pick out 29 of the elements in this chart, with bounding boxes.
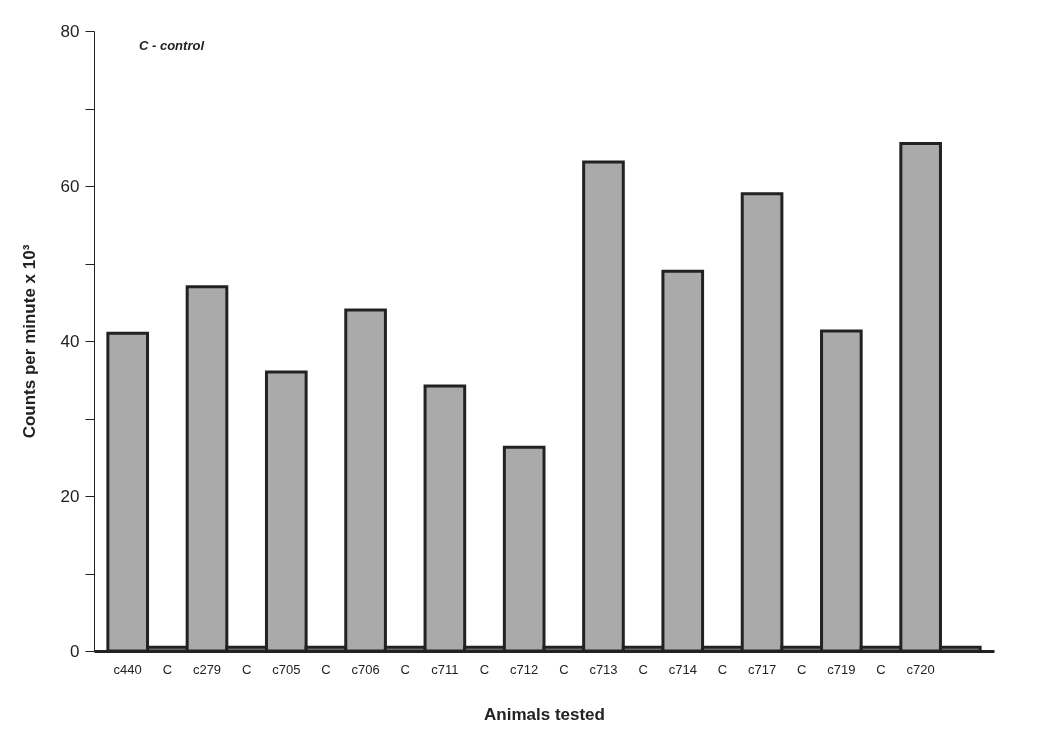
x-axis-title: Animals tested: [484, 704, 605, 724]
x-tick-label: c714: [668, 661, 697, 677]
x-tick-label: C: [797, 661, 807, 677]
x-tick-label: C: [717, 661, 728, 677]
x-tick-label: c712: [510, 661, 539, 677]
y-axis-title: Counts per minute x 10³: [19, 244, 39, 439]
x-tick-label: c719: [827, 661, 856, 677]
y-tick-label: 0: [70, 641, 80, 661]
x-tick-label: c440: [113, 661, 142, 677]
x-tick-label: c717: [747, 661, 777, 677]
x-tick-label: c705: [272, 661, 301, 677]
x-tick-label: C: [559, 661, 569, 677]
x-tick-label: C: [479, 661, 490, 677]
x-tick-label: C: [400, 661, 410, 677]
x-tick-label: C: [162, 661, 173, 677]
y-tick-label: 20: [60, 486, 80, 506]
x-tick-label: c713: [589, 661, 618, 677]
x-tick-label: c279: [192, 661, 222, 677]
y-tick-label: 60: [60, 176, 80, 196]
x-tick-label: C: [876, 661, 886, 677]
x-tick-label: c706: [351, 661, 380, 677]
annotation: C - control: [139, 38, 205, 53]
y-tick-label: 80: [60, 21, 80, 41]
x-tick-label: c720: [906, 661, 935, 677]
x-tick-label: c711: [431, 661, 459, 677]
x-tick-label: C: [321, 661, 331, 677]
y-tick-label: 40: [60, 331, 80, 351]
x-tick-label: C: [638, 661, 648, 677]
x-tick-label: C: [241, 661, 252, 677]
